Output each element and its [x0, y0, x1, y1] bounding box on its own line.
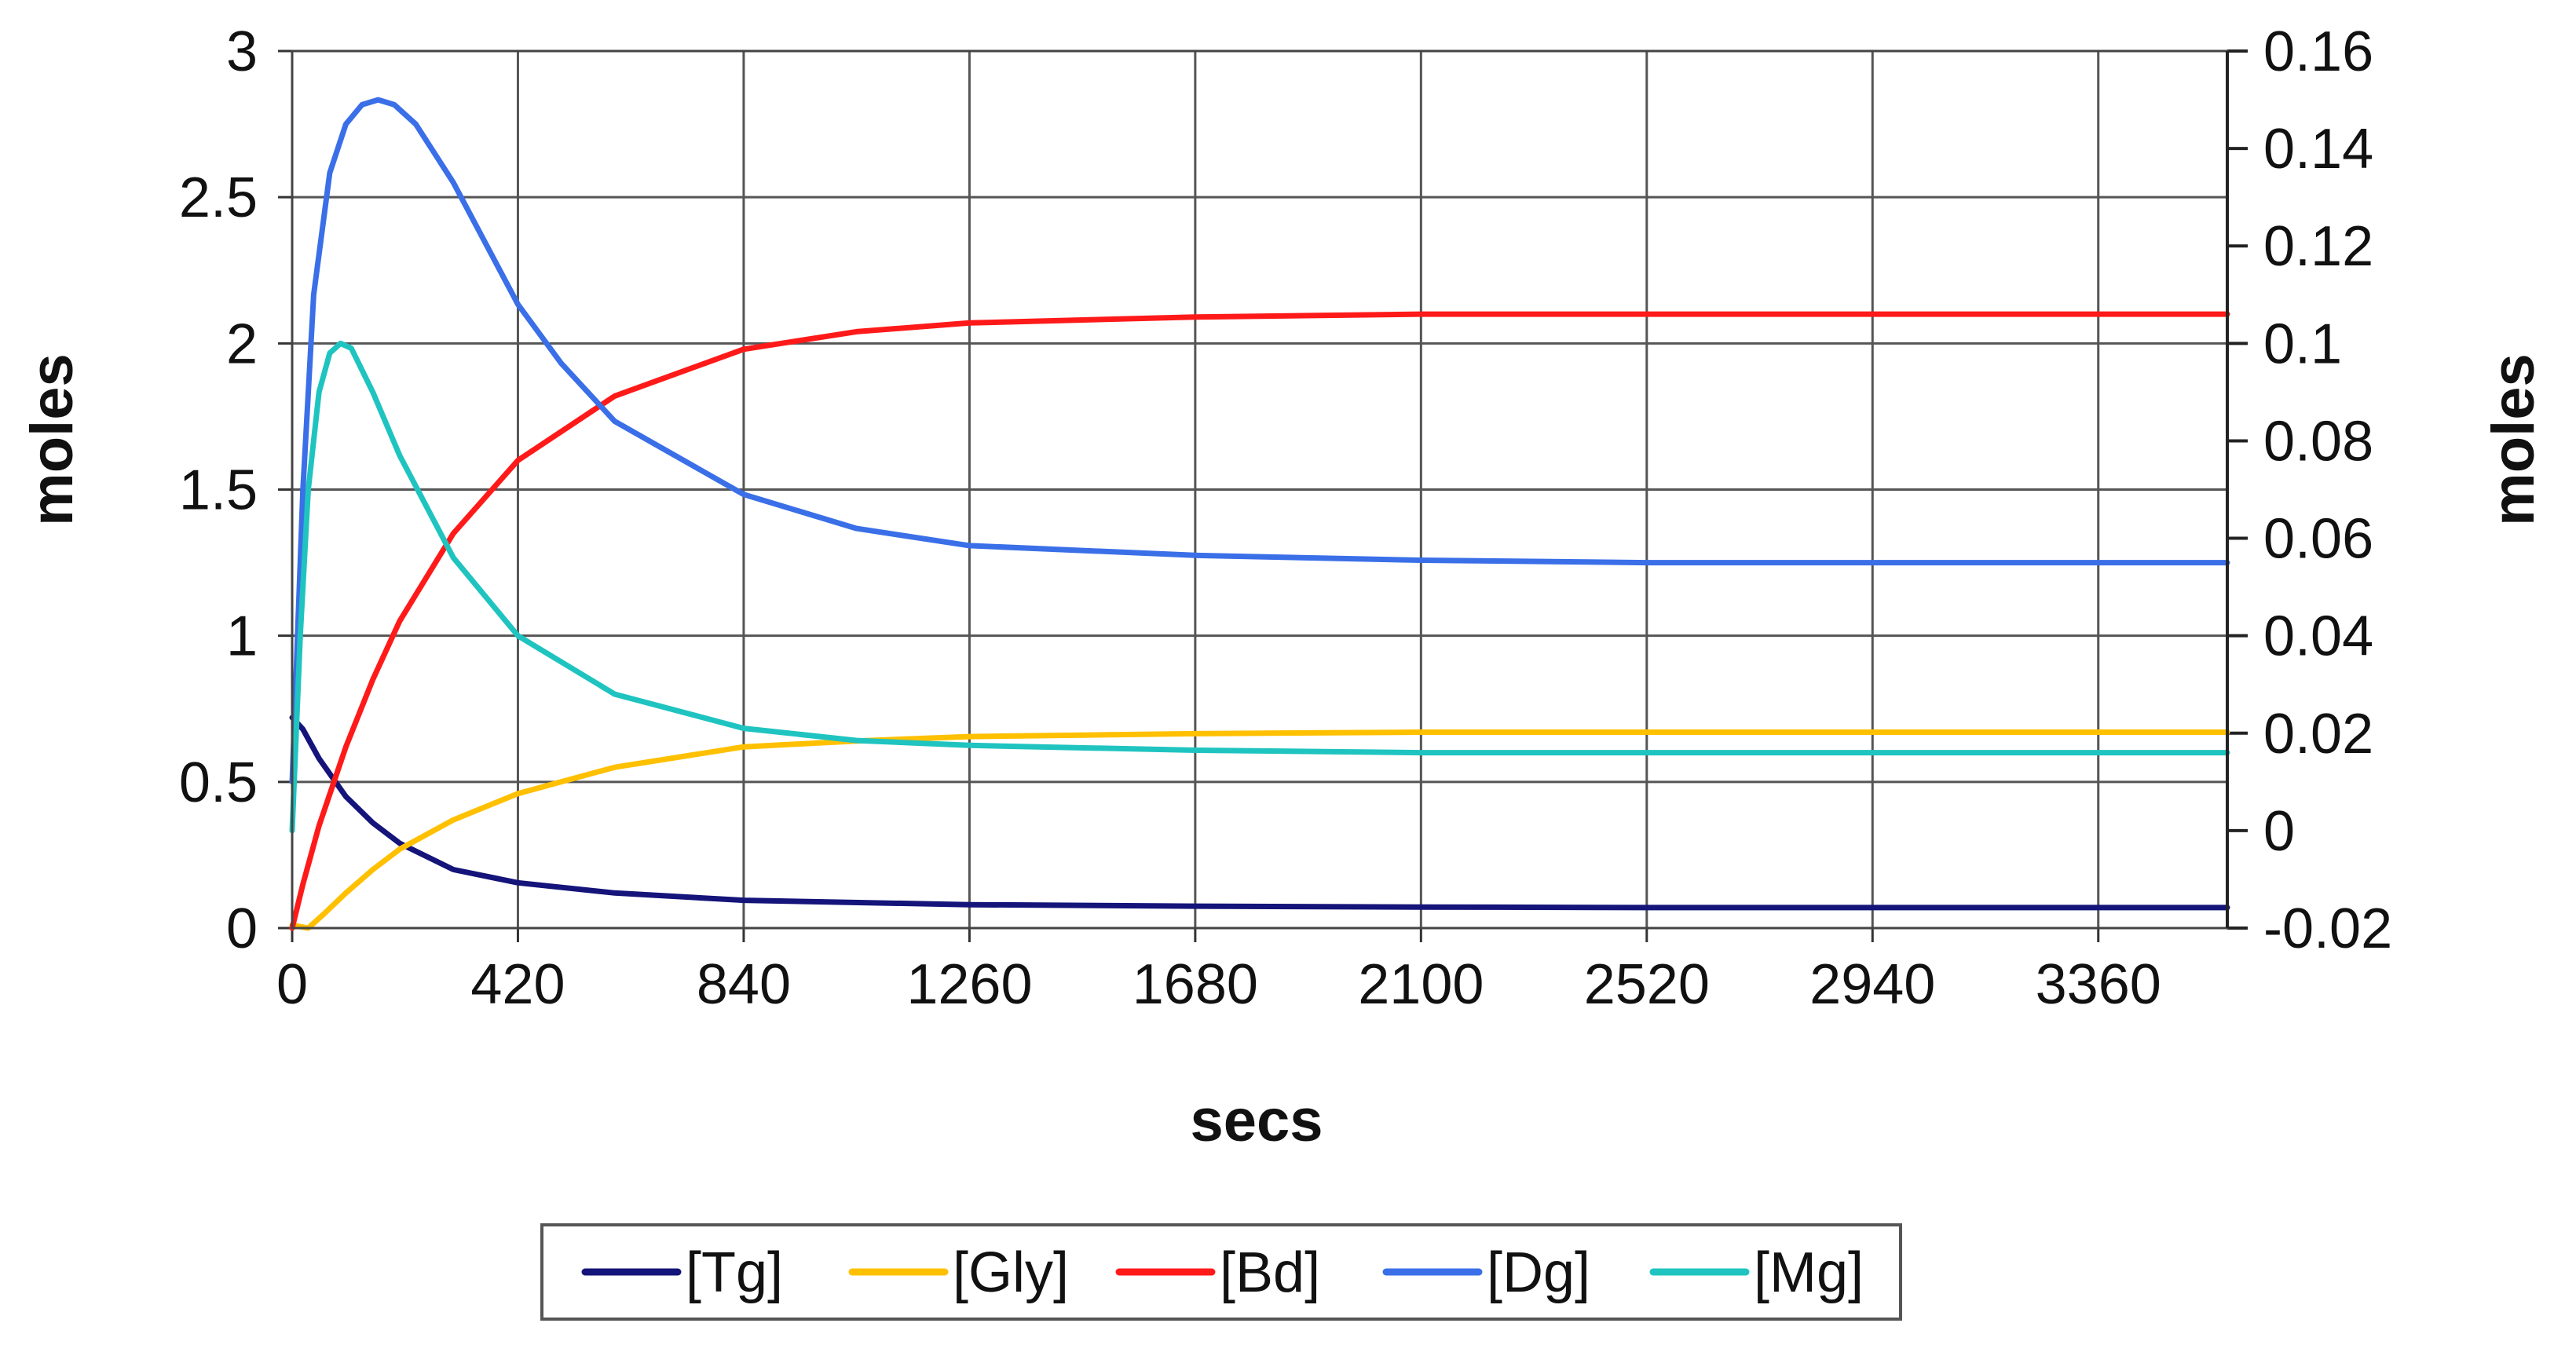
x-tick-label: 420 [470, 953, 565, 1016]
legend: [Tg] [Gly] [Bd] [Dg] [Mg] [540, 1223, 1902, 1321]
right-y-tick-label: 0.04 [2263, 605, 2373, 668]
legend-label: [Tg] [686, 1241, 783, 1304]
right-y-tick-label: -0.02 [2263, 897, 2392, 960]
legend-label: [Gly] [953, 1241, 1069, 1304]
legend-label: [Dg] [1487, 1241, 1590, 1304]
right-y-tick-label: 0 [2263, 800, 2295, 863]
x-tick-label: 2940 [1809, 953, 1935, 1016]
x-tick-labels: 0 420 840 1260 1680 2100 2520 2940 3360 [276, 953, 2161, 1016]
left-y-tick-label: 3 [226, 20, 258, 83]
right-y-tick-label: 0.08 [2263, 410, 2373, 473]
series-line-tg [289, 715, 2230, 911]
left-y-tick-label: 0.5 [179, 751, 258, 814]
right-y-tick-label: 0.02 [2263, 703, 2373, 766]
right-y-tick-label: 0.1 [2263, 312, 2342, 375]
x-tick-label: 840 [697, 953, 791, 1016]
right-y-tick-label: 0.12 [2263, 215, 2373, 278]
left-y-tick-label: 1.5 [179, 459, 258, 522]
right-y-tick-labels: -0.02 0 0.02 0.04 0.06 0.08 0.1 0.12 0.14 0.16 [2263, 20, 2392, 960]
series-lines [289, 97, 2230, 931]
legend-label: [Mg] [1754, 1241, 1864, 1304]
series-line-gly [289, 729, 2230, 931]
series-line-mg [289, 340, 2230, 834]
x-tick-label: 1260 [906, 953, 1032, 1016]
right-y-axis-title: moles [2480, 353, 2547, 526]
grid-lines [278, 49, 2248, 942]
x-tick-label: 0 [276, 953, 308, 1016]
right-y-tick-label: 0.16 [2263, 20, 2373, 83]
legend-label: [Bd] [1220, 1241, 1320, 1304]
right-y-tick-label: 0.06 [2263, 508, 2373, 571]
left-y-tick-label: 2 [226, 312, 258, 375]
series-line-dg [289, 97, 2230, 785]
legend-items: [Tg] [Gly] [Bd] [Dg] [Mg] [581, 1241, 1864, 1304]
axes [291, 49, 2229, 930]
left-y-tick-label: 2.5 [179, 166, 258, 229]
left-y-axis-title: moles [19, 353, 86, 526]
x-tick-label: 1680 [1132, 953, 1258, 1016]
x-tick-label: 3360 [2036, 953, 2161, 1016]
series-line-bd [289, 311, 2230, 931]
x-tick-label: 2520 [1584, 953, 1710, 1016]
x-axis-title: secs [1190, 1087, 1323, 1154]
left-y-tick-label: 1 [226, 605, 258, 668]
x-tick-label: 2100 [1358, 953, 1484, 1016]
left-y-tick-labels: 0 0.5 1 1.5 2 2.5 3 [179, 20, 258, 960]
left-y-tick-label: 0 [226, 897, 258, 960]
right-y-tick-label: 0.14 [2263, 118, 2373, 181]
